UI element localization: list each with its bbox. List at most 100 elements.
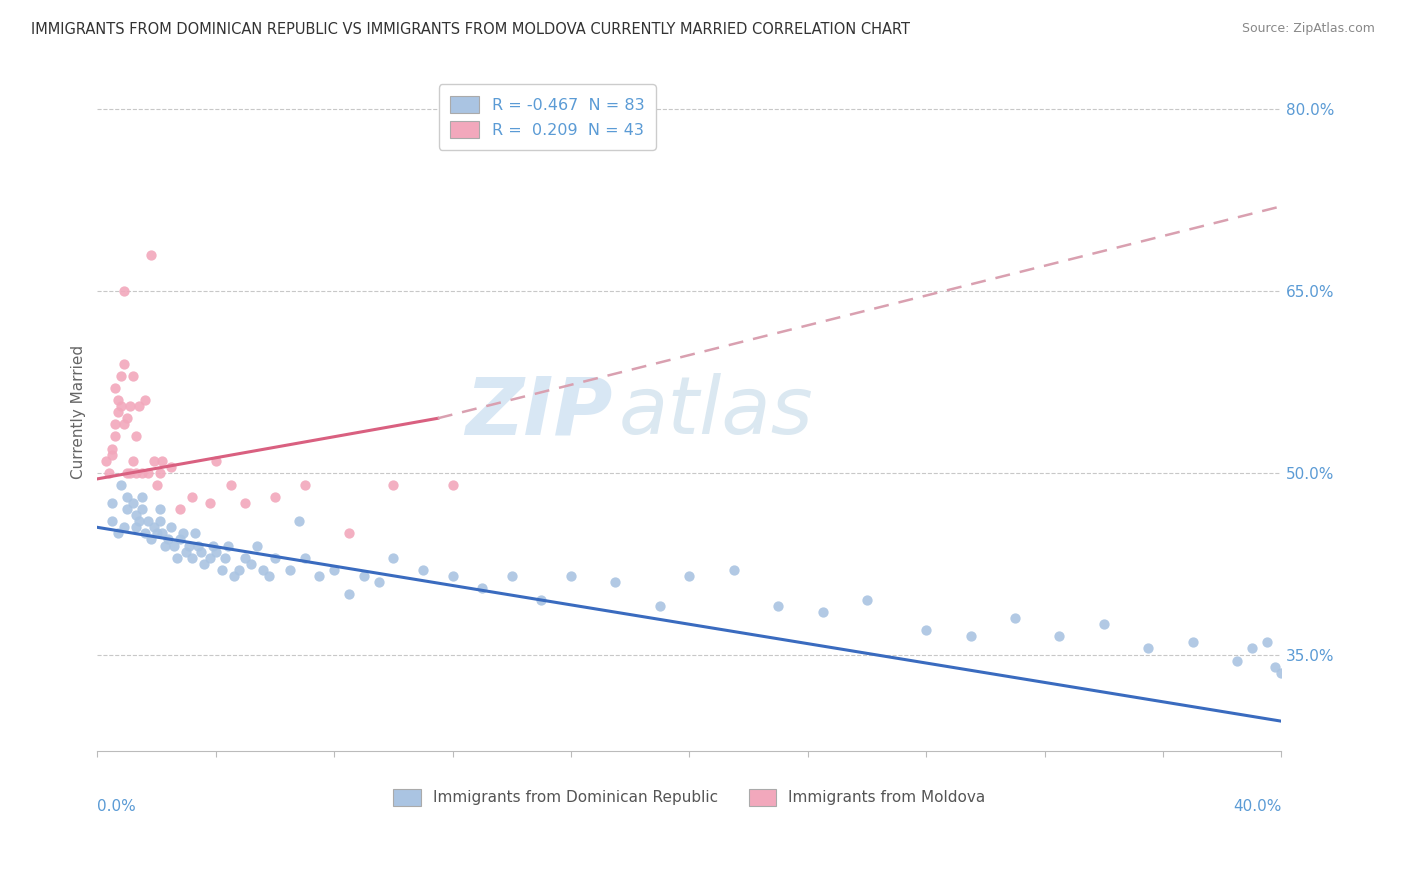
Text: atlas: atlas — [619, 373, 813, 451]
Point — [134, 393, 156, 408]
Point — [382, 478, 405, 492]
Point — [766, 599, 789, 613]
Point — [441, 569, 464, 583]
Point — [190, 544, 212, 558]
Point — [148, 502, 170, 516]
Point — [1047, 629, 1070, 643]
Point — [264, 550, 287, 565]
Point — [112, 417, 135, 432]
Point — [101, 514, 124, 528]
Point — [148, 514, 170, 528]
Point — [118, 399, 141, 413]
Point — [104, 429, 127, 443]
Text: IMMIGRANTS FROM DOMINICAN REPUBLIC VS IMMIGRANTS FROM MOLDOVA CURRENTLY MARRIED : IMMIGRANTS FROM DOMINICAN REPUBLIC VS IM… — [31, 22, 910, 37]
Point — [139, 248, 162, 262]
Point — [648, 599, 671, 613]
Point — [228, 563, 250, 577]
Point — [174, 544, 197, 558]
Point — [217, 539, 239, 553]
Point — [1004, 611, 1026, 625]
Point — [323, 563, 346, 577]
Point — [169, 502, 191, 516]
Text: 0.0%: 0.0% — [97, 799, 136, 814]
Point — [152, 453, 174, 467]
Point — [246, 539, 269, 553]
Point — [115, 466, 138, 480]
Point — [1092, 617, 1115, 632]
Point — [110, 478, 132, 492]
Point — [112, 520, 135, 534]
Point — [104, 417, 127, 432]
Point — [1256, 635, 1278, 649]
Point — [287, 514, 309, 528]
Point — [856, 593, 879, 607]
Y-axis label: Currently Married: Currently Married — [72, 345, 86, 479]
Point — [412, 563, 434, 577]
Point — [131, 490, 153, 504]
Point — [128, 399, 150, 413]
Point — [172, 526, 194, 541]
Point — [131, 466, 153, 480]
Point — [198, 496, 221, 510]
Point — [163, 539, 186, 553]
Point — [166, 550, 188, 565]
Point — [160, 520, 183, 534]
Point — [145, 478, 167, 492]
Point — [148, 466, 170, 480]
Point — [136, 466, 159, 480]
Point — [1264, 659, 1286, 673]
Point — [337, 587, 360, 601]
Point — [264, 490, 287, 504]
Point — [157, 533, 180, 547]
Point — [184, 526, 207, 541]
Point — [181, 490, 204, 504]
Point — [560, 569, 582, 583]
Point — [110, 368, 132, 383]
Point — [181, 550, 204, 565]
Point — [101, 448, 124, 462]
Point — [160, 459, 183, 474]
Point — [142, 453, 165, 467]
Point — [110, 399, 132, 413]
Point — [501, 569, 523, 583]
Point — [198, 550, 221, 565]
Point — [211, 563, 233, 577]
Point — [155, 539, 177, 553]
Point — [1137, 641, 1160, 656]
Point — [294, 550, 316, 565]
Point — [337, 526, 360, 541]
Point — [530, 593, 553, 607]
Point — [169, 533, 191, 547]
Point — [257, 569, 280, 583]
Point — [1226, 654, 1249, 668]
Point — [959, 629, 981, 643]
Text: 40.0%: 40.0% — [1233, 799, 1281, 814]
Text: ZIP: ZIP — [465, 373, 613, 451]
Point — [112, 284, 135, 298]
Point — [139, 533, 162, 547]
Point — [187, 539, 209, 553]
Point — [214, 550, 236, 565]
Point — [441, 478, 464, 492]
Point — [136, 514, 159, 528]
Point — [152, 526, 174, 541]
Point — [222, 569, 245, 583]
Point — [107, 405, 129, 419]
Point — [115, 502, 138, 516]
Point — [128, 514, 150, 528]
Point — [204, 453, 226, 467]
Point — [723, 563, 745, 577]
Point — [107, 526, 129, 541]
Point — [122, 453, 145, 467]
Point — [1270, 665, 1292, 680]
Point — [193, 557, 215, 571]
Point — [367, 574, 389, 589]
Legend: Immigrants from Dominican Republic, Immigrants from Moldova: Immigrants from Dominican Republic, Immi… — [387, 783, 991, 812]
Point — [204, 544, 226, 558]
Point — [179, 539, 201, 553]
Point — [122, 368, 145, 383]
Point — [118, 466, 141, 480]
Point — [308, 569, 330, 583]
Point — [98, 466, 121, 480]
Point — [142, 520, 165, 534]
